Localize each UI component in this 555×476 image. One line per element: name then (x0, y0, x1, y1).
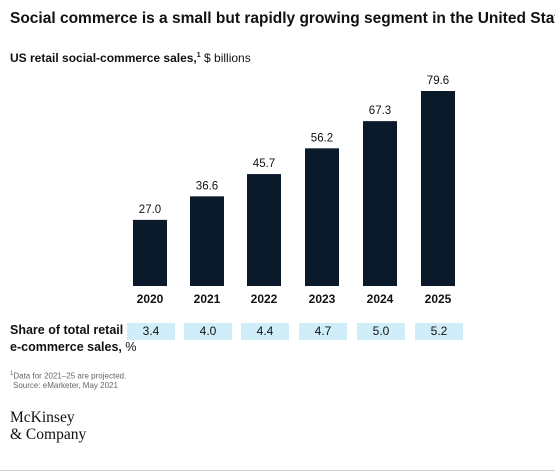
share-label-line2: e-commerce sales, (10, 340, 122, 354)
chart-title: Social commerce is a small but rapidly g… (10, 10, 555, 27)
x-tick-2021: 2021 (194, 292, 221, 306)
share-chip-2025: 5.2 (415, 323, 463, 340)
subtitle-footnote-marker: 1 (196, 52, 201, 59)
bottom-divider (0, 470, 555, 471)
share-label: Share of total retail e-commerce sales, … (10, 322, 136, 356)
x-tick-2025: 2025 (425, 292, 452, 306)
bar-chart: 27.0 2020 36.6 2021 45.7 2022 56.2 2023 67.3 2024… (133, 75, 455, 306)
logo-line2: & Company (10, 426, 87, 443)
value-label-2025: 79.6 (427, 75, 449, 87)
footnote-line1: Data for 2021–25 are projected. (13, 371, 127, 381)
share-chip-2020: 3.4 (127, 323, 175, 340)
bar-2020 (133, 219, 167, 286)
x-tick-2023: 2023 (309, 292, 336, 306)
footnote-marker: 1 (10, 371, 14, 377)
value-label-2023: 56.2 (311, 132, 333, 144)
mckinsey-logo: McKinsey & Company (10, 409, 86, 443)
chart-subtitle: US retail social-commerce sales,1 $ bill… (10, 51, 251, 65)
value-label-2024: 67.3 (369, 105, 391, 117)
value-label-2020: 27.0 (139, 204, 161, 216)
bar-2021 (190, 196, 224, 286)
share-label-unit: % (121, 340, 137, 354)
bar-2024 (363, 121, 397, 286)
subtitle-label: US retail social-commerce sales, (10, 51, 197, 65)
x-tick-2020: 2020 (137, 292, 164, 306)
share-chip-2022: 4.4 (241, 323, 289, 340)
x-tick-2022: 2022 (251, 292, 278, 306)
footnote-source: Source: eMarketer, May 2021 (13, 381, 118, 391)
subtitle-unit: $ billions (200, 51, 251, 65)
bar-2025 (421, 91, 455, 286)
x-tick-2024: 2024 (367, 292, 394, 306)
share-chip-2024: 5.0 (357, 323, 405, 340)
footnote: 1Data for 2021–25 are projected. Source:… (10, 370, 126, 391)
value-label-2022: 45.7 (253, 158, 275, 170)
bar-2022 (247, 174, 281, 286)
share-chip-2021: 4.0 (184, 323, 232, 340)
share-label-line1: Share of total retail (10, 323, 124, 337)
bar-2023 (305, 148, 339, 286)
value-label-2021: 36.6 (196, 180, 218, 192)
share-chip-2023: 4.7 (299, 323, 347, 340)
logo-line1: McKinsey (10, 409, 75, 426)
